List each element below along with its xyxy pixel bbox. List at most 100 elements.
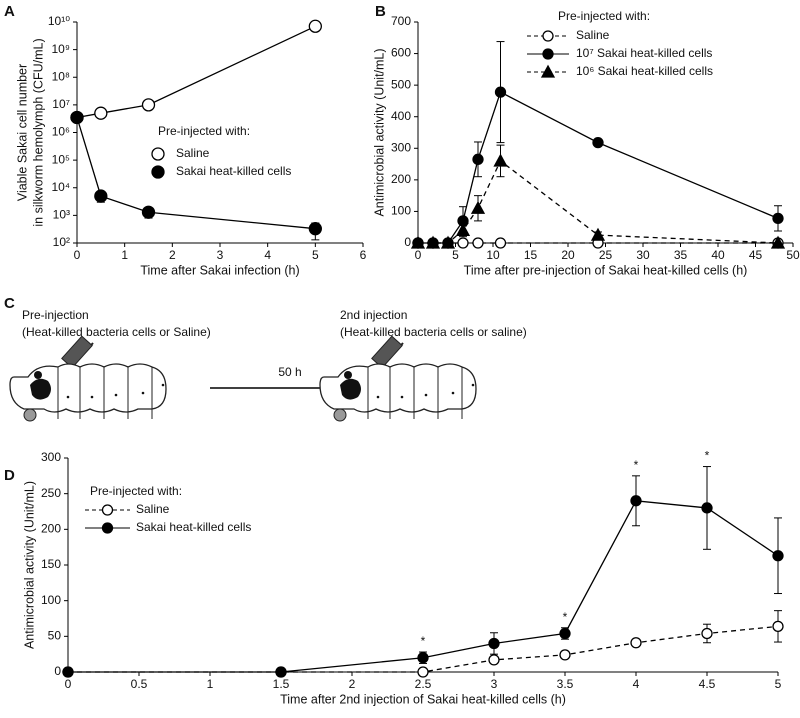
series-line [76,117,316,230]
y-axis-label: in silkworm hemolymph (CFU/mL) [31,38,45,226]
legend-label: 10⁶ Sakai heat-killed cells [576,64,713,78]
x-tick-label: 50 [786,248,800,262]
legend-label: Saline [176,146,210,160]
significance-mark: * [634,458,639,472]
panel-label: A [4,3,15,20]
panel-label: B [375,3,386,20]
marker [493,153,508,167]
y-tick-label: 10¹⁰ [48,14,70,28]
x-tick-label: 5 [452,248,459,262]
series-line [68,625,779,673]
x-tick-label: 5 [775,677,782,691]
legend-label: 10⁷ Sakai heat-killed cells [576,46,712,60]
series-line [418,91,779,244]
marker [440,235,456,249]
x-tick-label: 3 [217,248,224,262]
series-line [76,25,316,119]
legend-title: Pre-injected with: [90,484,182,498]
y-tick-label: 10⁷ [52,97,70,111]
legend-title: Pre-injected with: [158,124,250,138]
y-tick-label: 10² [53,235,70,249]
y-tick-label: 600 [391,46,411,60]
marker [770,235,786,249]
y-tick-label: 200 [391,172,411,186]
x-tick-label: 4 [633,677,640,691]
marker [62,666,74,678]
y-tick-label: 10³ [53,208,70,222]
legend-label: Saline [136,502,170,516]
marker [70,110,84,125]
y-tick-label: 0 [404,235,411,249]
marker [494,237,507,249]
significance-mark: * [421,634,426,648]
x-tick-label: 3 [491,677,498,691]
chart: A 0 1 2 3 4 5 6 10² 10³ 10⁴ 10⁵ 10⁶ 10⁷ 10⁸ 10⁹ 10¹⁰ Time… [4,3,367,277]
y-tick-label: 10⁵ [52,152,70,166]
x-tick-label: 40 [711,248,725,262]
x-tick-label: 0 [65,677,72,691]
series-line [68,500,779,673]
step-title: Pre-injection [22,308,89,322]
x-tick-label: 2 [169,248,176,262]
y-axis-label: Antimicrobial activity (Unit/mL) [372,48,386,216]
marker [417,652,429,664]
significance-mark: * [563,610,568,624]
y-tick-label: 250 [41,486,61,500]
y-tick-label: 500 [391,77,411,91]
x-tick-label: 2 [349,677,356,691]
marker [592,136,604,149]
y-tick-label: 10⁶ [52,125,70,139]
x-tick-label: 20 [561,248,575,262]
marker [772,620,784,632]
marker [94,189,108,203]
marker [630,637,642,649]
y-tick-label: 100 [41,593,61,607]
arrow-label: 50 h [278,365,301,379]
marker [701,502,713,514]
marker [141,98,156,112]
x-tick-label: 2.5 [415,677,432,691]
y-tick-label: 10⁹ [52,42,71,56]
x-tick-label: 0 [74,248,81,262]
legend-marker [542,48,554,60]
panel-label: C [4,295,15,312]
marker [425,235,441,249]
step-note: (Heat-killed bacteria cells or saline) [340,325,527,339]
step-note: (Heat-killed bacteria cells or Saline) [22,325,211,339]
chart: B0 5 10 15 20 25 30 35 40 45 500100200300400500600… [372,3,800,277]
x-tick-label: 1 [121,248,128,262]
y-tick-label: 200 [41,522,61,536]
y-tick-label: 700 [391,14,411,28]
x-tick-label: 30 [636,248,650,262]
marker [559,627,571,640]
y-tick-label: 300 [41,450,61,464]
y-tick-label: 300 [391,140,411,154]
x-tick-label: 1.5 [273,677,290,691]
marker [94,106,108,120]
x-tick-label: 35 [674,248,688,262]
marker [772,212,784,225]
x-tick-label: 10 [486,248,500,262]
marker [470,200,486,214]
x-axis-label: Time after pre-injection of Sakai heat-k… [464,263,748,277]
step-title: 2nd injection [340,308,407,322]
marker [472,153,484,165]
significance-mark: * [705,449,710,463]
x-tick-label: 15 [524,248,538,262]
marker [701,627,713,640]
legend-label: Sakai heat-killed cells [136,520,251,534]
y-tick-label: 10⁴ [51,180,70,194]
marker [494,86,507,98]
marker [457,237,469,249]
marker [275,666,287,678]
chart: D0 0.5 1 1.5 2 2.5 3 3.5 4 4.5 5050100150200250300… [4,449,784,706]
x-axis-label: Time after Sakai infection (h) [140,263,299,277]
marker [308,222,322,236]
y-axis-label: Antimicrobial activity (Unit/mL) [22,481,36,649]
y-tick-label: 10⁸ [52,69,70,83]
marker [472,237,484,249]
marker [455,223,471,237]
marker [141,205,156,219]
legend-marker [540,64,556,78]
